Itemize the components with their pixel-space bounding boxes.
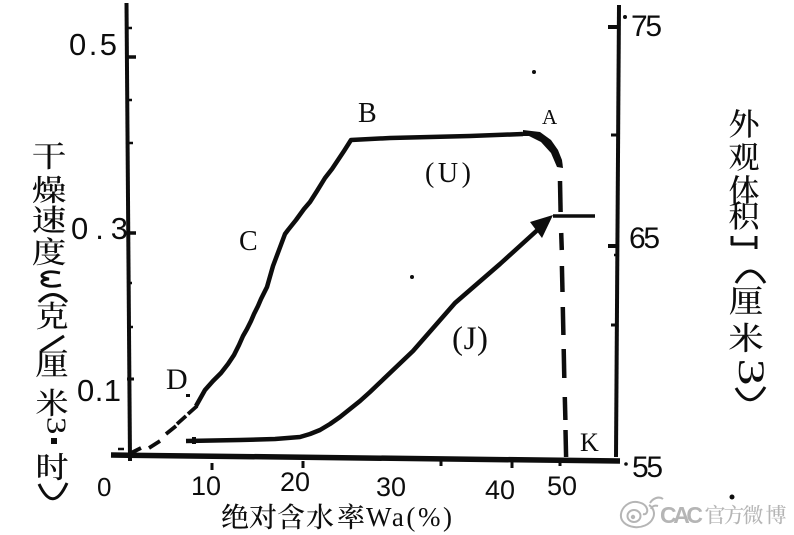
svg-text:Wa(%): Wa(%) [366, 502, 452, 532]
svg-text:0.1: 0.1 [77, 373, 121, 408]
svg-text:55: 55 [632, 451, 663, 484]
svg-text:A: A [542, 105, 558, 129]
svg-text:(U): (U) [425, 158, 471, 189]
svg-text:40: 40 [485, 475, 515, 505]
svg-text:C: C [239, 226, 258, 257]
svg-text:(J): (J) [452, 321, 488, 357]
svg-text:0.5: 0.5 [69, 27, 117, 62]
svg-text:B: B [358, 98, 377, 129]
svg-text:65: 65 [629, 222, 660, 255]
svg-text:0: 0 [97, 472, 111, 502]
svg-text:30: 30 [376, 472, 406, 502]
svg-text:CAC: CAC [660, 502, 703, 528]
svg-text:D: D [166, 363, 188, 396]
svg-text:75: 75 [631, 10, 662, 43]
svg-text:3: 3 [42, 417, 72, 435]
svg-text:20: 20 [280, 467, 310, 497]
svg-text:0.3: 0.3 [71, 211, 128, 246]
svg-text:10: 10 [191, 471, 221, 501]
svg-text:50: 50 [547, 471, 577, 501]
svg-text:3: 3 [730, 358, 772, 385]
svg-text:K: K [580, 428, 599, 457]
